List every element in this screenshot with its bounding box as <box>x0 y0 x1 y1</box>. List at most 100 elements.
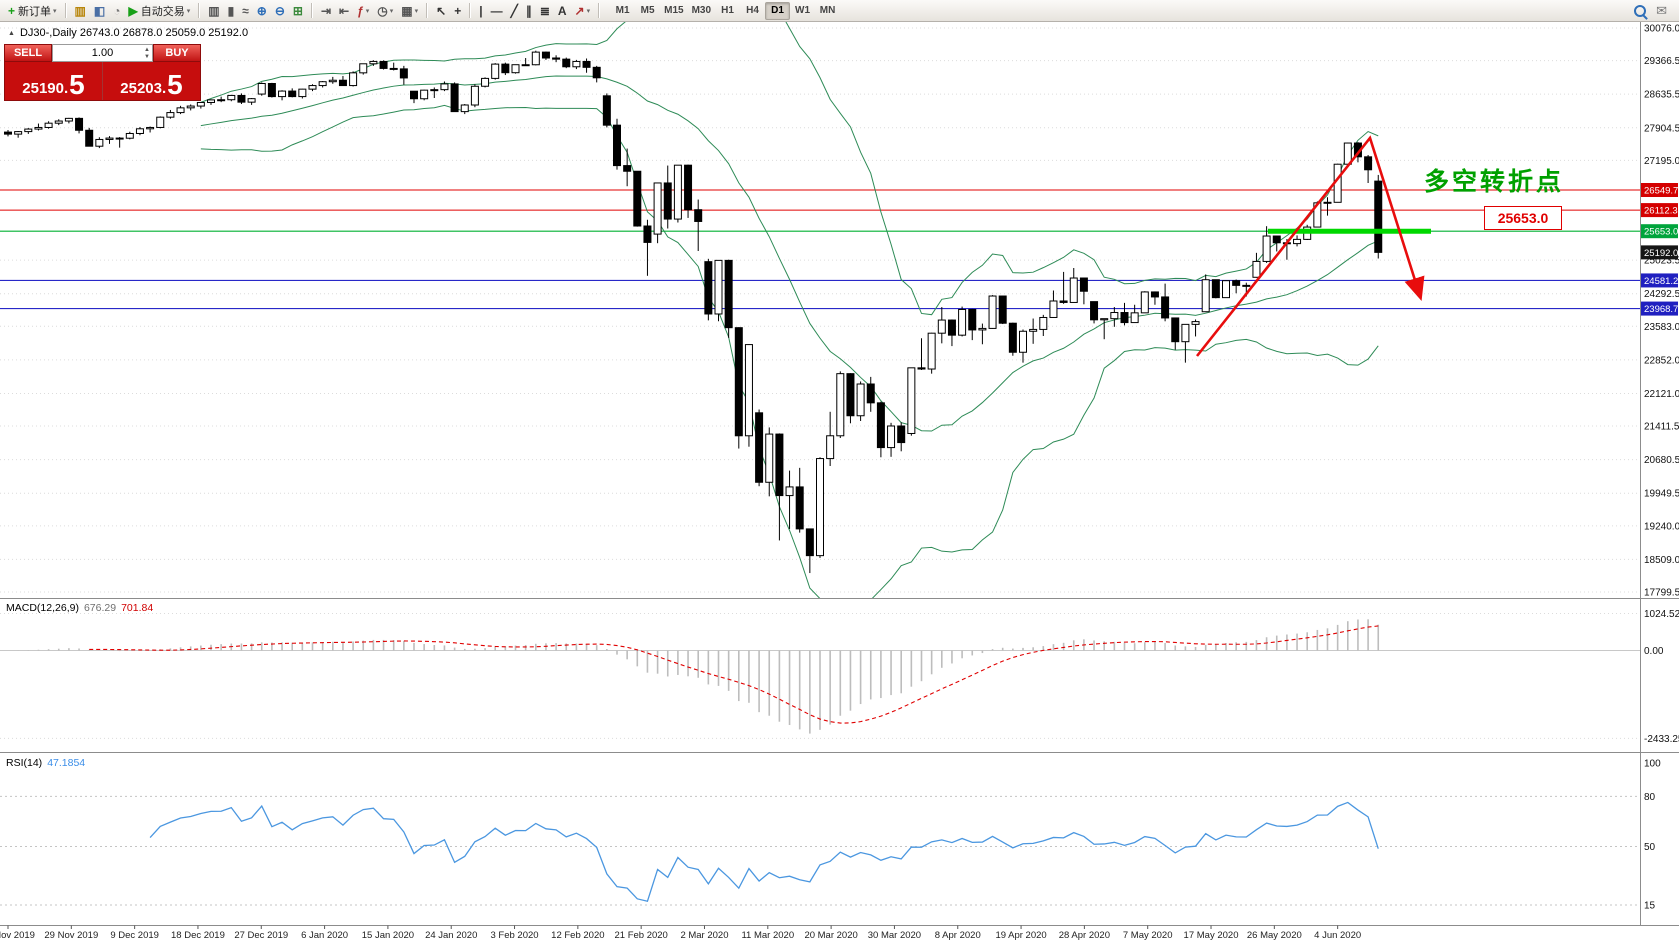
toolbar-separator <box>598 3 601 18</box>
timeframe-m1-button[interactable]: M1 <box>610 2 635 20</box>
svg-text:17 May 2020: 17 May 2020 <box>1184 930 1239 941</box>
arrows-tool-dropdown-icon[interactable]: ▾ <box>586 7 591 15</box>
svg-text:26 May 2020: 26 May 2020 <box>1247 930 1302 941</box>
zoom-out-button[interactable]: ⊖ <box>272 1 288 20</box>
volume-down-icon[interactable]: ▼ <box>144 54 150 60</box>
auto-scroll-icon: ⇥ <box>320 3 332 18</box>
timeframe-h1-button[interactable]: H1 <box>715 2 740 20</box>
line-chart-mode-icon: ≈ <box>242 3 249 18</box>
svg-text:20680.5: 20680.5 <box>1644 455 1679 466</box>
timeframe-mn-button[interactable]: MN <box>815 2 840 20</box>
periods-dropdown-icon[interactable]: ▾ <box>389 7 394 15</box>
equidistant-channel-button[interactable]: ∥ <box>523 1 535 20</box>
community-icon[interactable]: ✉ <box>1656 2 1667 18</box>
arrows-tool-button[interactable]: ↗ ▾ <box>572 1 594 20</box>
new-order-button[interactable]: + 新订单 ▾ <box>5 1 60 20</box>
zoom-in-button[interactable]: ⊕ <box>254 1 270 20</box>
svg-text:17799.5: 17799.5 <box>1644 588 1679 599</box>
fibonacci-button[interactable]: ≣ <box>537 1 553 20</box>
vertical-line-button[interactable]: | <box>476 1 485 20</box>
svg-text:24581.2: 24581.2 <box>1644 276 1678 287</box>
fibonacci-icon: ≣ <box>539 3 550 18</box>
svg-text:0.00: 0.00 <box>1644 646 1664 657</box>
volume-field[interactable]: 1.00 ▲ ▼ <box>52 44 153 62</box>
svg-text:9 Dec 2019: 9 Dec 2019 <box>110 930 159 941</box>
rsi-pane <box>0 795 1640 906</box>
toolbar-separator <box>426 3 429 18</box>
svg-text:30 Mar 2020: 30 Mar 2020 <box>868 930 921 941</box>
text-tool-icon: A <box>557 3 567 18</box>
buy-button[interactable]: BUY <box>153 44 201 62</box>
svg-text:3 Feb 2020: 3 Feb 2020 <box>490 930 538 941</box>
market-watch-button[interactable]: ▥ <box>72 1 89 20</box>
autotrading-button[interactable]: ▶ 自动交易 ▾ <box>125 1 193 20</box>
volume-spinner[interactable]: ▲ ▼ <box>144 47 150 60</box>
crosshair-button[interactable]: + <box>451 1 464 20</box>
svg-text:24 Jan 2020: 24 Jan 2020 <box>425 930 477 941</box>
data-window-icon: ◧ <box>93 3 106 18</box>
new-order-dropdown-icon[interactable]: ▾ <box>53 7 57 15</box>
templates-dropdown-icon[interactable]: ▾ <box>414 7 419 15</box>
svg-text:19240.0: 19240.0 <box>1644 521 1679 532</box>
auto-scroll-button[interactable]: ⇥ <box>318 1 334 20</box>
time-axis: 20 Nov 2019 29 Nov 2019 9 Dec 2019 18 Dec 2… <box>0 925 1361 941</box>
vertical-line-icon: | <box>479 3 483 18</box>
timeframe-d1-button[interactable]: D1 <box>765 1 791 20</box>
autotrading-label: 自动交易 <box>140 5 185 18</box>
chart-title: ▲ DJ30-,Daily 26743.0 26878.0 25059.0 25… <box>8 27 248 39</box>
timeframe-m30-button[interactable]: M30 <box>688 2 715 20</box>
indicators-button[interactable]: ƒ ▾ <box>354 1 372 20</box>
periods-button[interactable]: ◷ ▾ <box>374 1 396 20</box>
timeframe-m5-button[interactable]: M5 <box>635 2 660 20</box>
timeframe-w1-button[interactable]: W1 <box>790 2 815 20</box>
tile-windows-button[interactable]: ⊞ <box>290 1 306 20</box>
svg-text:12 Feb 2020: 12 Feb 2020 <box>551 930 604 941</box>
price-axis: 30076.0 29366.5 28635.5 27904.5 27195.0 25023… <box>1641 24 1679 911</box>
templates-button[interactable]: ▦ ▾ <box>398 1 421 20</box>
zoom-out-icon: ⊖ <box>274 3 285 18</box>
svg-text:8 Apr 2020: 8 Apr 2020 <box>935 930 981 941</box>
trendline-button[interactable]: ╱ <box>508 1 521 20</box>
cursor-button[interactable]: ↖ <box>433 1 449 20</box>
macd-name: MACD(12,26,9) <box>6 602 79 614</box>
line-chart-mode-button[interactable]: ≈ <box>239 1 252 20</box>
toolbar-separator <box>64 3 67 18</box>
main-toolbar: + 新订单 ▾ ▥ ◧ ◔ ▶ 自动交易 ▾ ▥ ▮ ≈ ⊕ ⊖ ⊞ ⇥ ⇤ ƒ ▾ ◷ ▾ ▦ ▾ ↖ + | — ╱ ∥ ≣ A ↗ ▾ M1… <box>0 0 1679 22</box>
buy-price[interactable]: 25203. 5 <box>103 62 200 100</box>
text-tool-button[interactable]: A <box>555 1 570 20</box>
svg-text:23583.0: 23583.0 <box>1644 322 1679 333</box>
svg-text:29366.5: 29366.5 <box>1644 56 1679 67</box>
sell-price[interactable]: 25190. 5 <box>5 62 103 100</box>
chart-shift-icon: ⇤ <box>339 3 350 18</box>
sell-button[interactable]: SELL <box>4 44 52 62</box>
zoom-in-icon: ⊕ <box>256 3 267 18</box>
svg-text:19 Apr 2020: 19 Apr 2020 <box>995 930 1046 941</box>
macd-main-value: 676.29 <box>83 602 117 614</box>
svg-text:25192.0: 25192.0 <box>1644 248 1678 259</box>
arrows-tool-icon: ↗ <box>574 3 585 18</box>
svg-text:18 Dec 2019: 18 Dec 2019 <box>171 930 225 941</box>
rsi-value: 47.1854 <box>47 757 86 769</box>
indicators-dropdown-icon[interactable]: ▾ <box>365 7 370 15</box>
svg-text:27195.0: 27195.0 <box>1644 156 1679 167</box>
volume-up-icon[interactable]: ▲ <box>144 47 150 53</box>
candlestick-mode-button[interactable]: ▮ <box>225 1 238 20</box>
timeframe-m15-button[interactable]: M15 <box>660 2 687 20</box>
horizontal-line-button[interactable]: — <box>488 1 506 20</box>
timeframe-h4-button[interactable]: H4 <box>740 2 765 20</box>
sell-price-main: 25190. <box>22 79 69 97</box>
trendline-icon: ╱ <box>510 3 518 18</box>
chart-shift-button[interactable]: ⇤ <box>336 1 352 20</box>
strategy-tester-button[interactable]: ◔ <box>110 1 123 20</box>
toolbar-separator <box>310 3 313 18</box>
price-callout-label: 25653.0 <box>1484 206 1562 230</box>
autotrading-icon: ▶ <box>128 3 138 18</box>
candlestick-mode-icon: ▮ <box>227 3 235 18</box>
search-icon[interactable] <box>1634 4 1647 17</box>
macd-signal-value: 701.84 <box>121 602 154 614</box>
bar-chart-mode-button[interactable]: ▥ <box>205 1 222 20</box>
data-window-button[interactable]: ◧ <box>91 1 108 20</box>
autotrading-dropdown-icon[interactable]: ▾ <box>186 7 191 15</box>
tile-windows-icon: ⊞ <box>292 3 303 18</box>
